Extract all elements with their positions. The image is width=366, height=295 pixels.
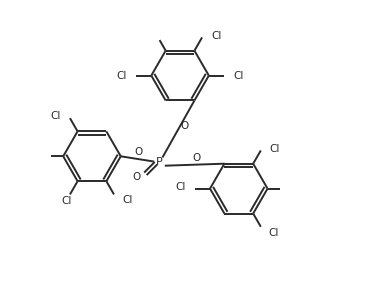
Text: O: O	[132, 171, 140, 181]
Text: Cl: Cl	[211, 31, 221, 41]
Text: Cl: Cl	[62, 196, 72, 206]
Text: Cl: Cl	[233, 71, 243, 81]
Text: O: O	[135, 148, 143, 158]
Text: Cl: Cl	[268, 228, 279, 238]
Text: Cl: Cl	[270, 144, 280, 154]
Text: O: O	[192, 153, 200, 163]
Text: Cl: Cl	[123, 195, 133, 205]
Text: Cl: Cl	[117, 71, 127, 81]
Text: O: O	[181, 121, 189, 131]
Text: Cl: Cl	[176, 182, 186, 192]
Text: Cl: Cl	[51, 112, 61, 122]
Text: P: P	[156, 157, 163, 167]
